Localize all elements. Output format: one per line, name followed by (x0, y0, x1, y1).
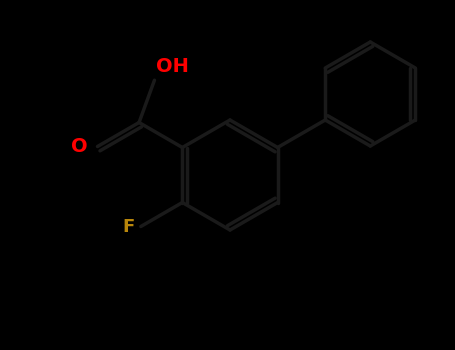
Text: OH: OH (157, 57, 189, 76)
Text: O: O (71, 137, 88, 156)
Text: F: F (123, 217, 135, 236)
